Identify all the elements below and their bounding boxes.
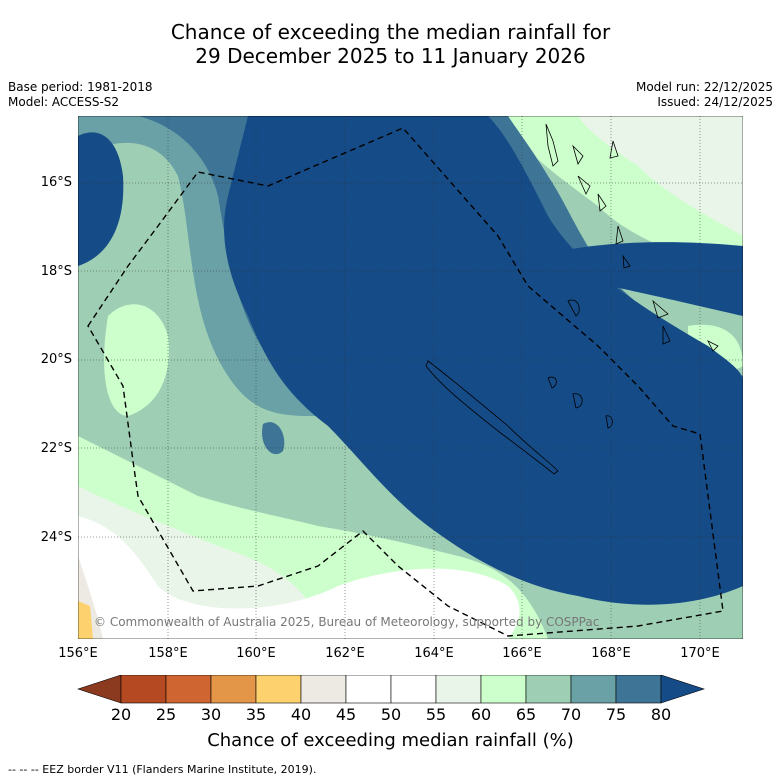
cbar-tick-45: 45	[335, 705, 357, 724]
north-dark-band	[508, 242, 743, 316]
cbar-tick-75: 75	[605, 705, 627, 724]
colorbar-cell	[255, 675, 302, 704]
colorbar-cell	[300, 675, 347, 704]
vanuatu-islands	[545, 123, 719, 352]
cbar-tick-25: 25	[155, 705, 177, 724]
colorbar-cell	[435, 675, 482, 704]
colorbar-cell	[525, 675, 572, 704]
new-caledonia-coast	[425, 360, 559, 475]
colorbar-title: Chance of exceeding median rainfall (%)	[207, 730, 574, 751]
lon-label-164e: 164°E	[414, 646, 454, 661]
small-patch	[262, 422, 285, 455]
meta-right: Model run: 22/12/2025 Issued: 24/12/2025	[636, 80, 773, 110]
zone-above-80	[224, 116, 743, 605]
rainfall-map: © Commonwealth of Australia 2025, Bureau…	[78, 116, 743, 639]
model-run: Model run: 22/12/2025	[635, 80, 773, 94]
colorbar-cell	[165, 675, 212, 704]
lat-label-18s: 18°S	[40, 264, 72, 279]
zone-35-40	[78, 601, 93, 639]
colorbar-cell	[570, 675, 617, 704]
lon-label-168e: 168°E	[591, 646, 631, 661]
cbar-tick-60: 60	[470, 705, 492, 724]
west-light-patch	[104, 304, 169, 416]
cbar-tick-80: 80	[650, 705, 672, 724]
lon-label-166e: 166°E	[502, 646, 542, 661]
eez-footer-note: -- -- -- EEZ border V11 (Flanders Marine…	[8, 763, 317, 776]
model-name: Model: ACCESS-S2	[8, 95, 120, 109]
issued-date: Issued: 24/12/2025	[657, 95, 773, 109]
lat-label-24s: 24°S	[40, 530, 72, 545]
meta-left: Base period: 1981-2018 Model: ACCESS-S2	[8, 80, 153, 110]
lat-label-20s: 20°S	[40, 352, 72, 367]
colorbar-cell	[660, 675, 705, 704]
lon-label-170e: 170°E	[680, 646, 720, 661]
map-title-line1: Chance of exceeding the median rainfall …	[170, 20, 611, 44]
northeast-lighter	[578, 116, 743, 236]
gridlines	[78, 116, 743, 639]
cbar-tick-35: 35	[245, 705, 267, 724]
colorbar	[77, 675, 705, 704]
lon-label-162e: 162°E	[325, 646, 365, 661]
lon-label-156e: 156°E	[58, 646, 98, 661]
cbar-tick-65: 65	[515, 705, 537, 724]
lat-label-16s: 16°S	[40, 175, 72, 190]
eez-border	[87, 127, 724, 637]
cbar-tick-50: 50	[380, 705, 402, 724]
cbar-tick-30: 30	[200, 705, 222, 724]
copyright-text: © Commonwealth of Australia 2025, Bureau…	[94, 615, 599, 629]
lon-label-160e: 160°E	[236, 646, 276, 661]
cbar-tick-40: 40	[290, 705, 312, 724]
colorbar-cell	[77, 675, 122, 704]
loyalty-islands	[547, 299, 613, 429]
northwest-dark-patch	[78, 132, 124, 266]
colorbar-cell	[480, 675, 527, 704]
base-period: Base period: 1981-2018	[8, 80, 153, 94]
lat-label-22s: 22°S	[40, 441, 72, 456]
cbar-tick-70: 70	[560, 705, 582, 724]
cbar-tick-55: 55	[425, 705, 447, 724]
colorbar-cell	[615, 675, 662, 704]
colorbar-cell	[390, 675, 437, 704]
colorbar-cell	[210, 675, 257, 704]
zone-45-55	[78, 516, 520, 639]
colorbar-cell	[345, 675, 392, 704]
cbar-tick-20: 20	[110, 705, 132, 724]
colorbar-cell	[120, 675, 167, 704]
map-title-line2: 29 December 2025 to 11 January 2026	[195, 44, 586, 68]
lon-label-158e: 158°E	[148, 646, 188, 661]
